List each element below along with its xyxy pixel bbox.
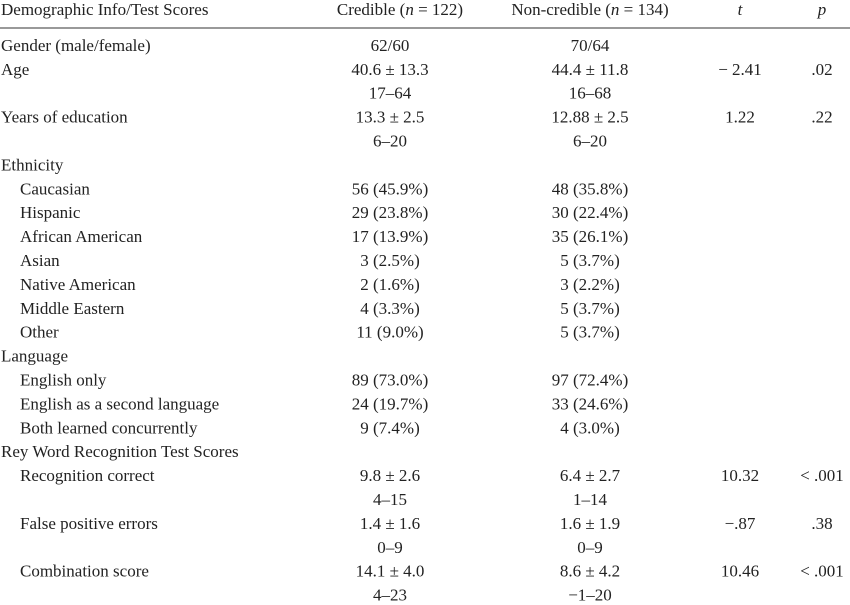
header-text: Credible ( (337, 0, 406, 19)
cell-credible: 2 (1.6%) (360, 275, 419, 294)
cell-p: < .001 (800, 466, 844, 485)
cell-credible: 3 (2.5%) (360, 251, 419, 270)
cell-noncredible: 0–9 (577, 538, 603, 557)
cell-credible: 40.6 ± 13.3 (351, 60, 428, 79)
cell-noncredible: −1–20 (568, 586, 612, 605)
row-label: Ethnicity (1, 155, 64, 174)
cell-credible: 4–15 (373, 490, 407, 509)
row-label: False positive errors (20, 514, 158, 533)
cell-credible: 9 (7.4%) (360, 418, 419, 437)
header-p: p (817, 0, 827, 19)
cell-credible: 6–20 (373, 132, 407, 151)
row-label: English as a second language (20, 394, 219, 413)
row-label: Caucasian (20, 179, 90, 198)
cell-noncredible: 35 (26.1%) (552, 227, 628, 246)
row-label: Language (1, 347, 68, 366)
cell-credible: 1.4 ± 1.6 (360, 514, 420, 533)
row-label: Age (1, 60, 29, 79)
cell-credible: 13.3 ± 2.5 (356, 108, 425, 127)
cell-noncredible: 6–20 (573, 132, 607, 151)
row-label: Gender (male/female) (1, 36, 151, 55)
header-text: = 122) (414, 0, 463, 19)
cell-noncredible: 97 (72.4%) (552, 371, 628, 390)
header-text: n (405, 0, 414, 19)
cell-noncredible: 6.4 ± 2.7 (560, 466, 621, 485)
row-label: Asian (20, 251, 60, 270)
row-label: Middle Eastern (20, 299, 125, 318)
row-label: Other (20, 323, 59, 342)
cell-noncredible: 5 (3.7%) (560, 251, 619, 270)
row-label: Both learned concurrently (20, 418, 198, 437)
cell-noncredible: 16–68 (569, 84, 612, 103)
cell-credible: 62/60 (371, 36, 410, 55)
cell-noncredible: 44.4 ± 11.8 (552, 60, 629, 79)
header-text: Non-credible ( (511, 0, 611, 19)
cell-credible: 29 (23.8%) (352, 203, 428, 222)
cell-t: − 2.41 (718, 60, 762, 79)
row-label: Combination score (20, 562, 149, 581)
row-label: Years of education (1, 108, 128, 127)
cell-credible: 4–23 (373, 586, 407, 605)
cell-t: −.87 (725, 514, 756, 533)
cell-noncredible: 70/64 (571, 36, 610, 55)
row-label: Native American (20, 275, 136, 294)
cell-noncredible: 30 (22.4%) (552, 203, 628, 222)
cell-noncredible: 33 (24.6%) (552, 394, 628, 413)
cell-p: < .001 (800, 562, 844, 581)
cell-credible: 24 (19.7%) (352, 394, 428, 413)
cell-credible: 89 (73.0%) (352, 371, 428, 390)
cell-noncredible: 5 (3.7%) (560, 299, 619, 318)
cell-p: .02 (811, 60, 832, 79)
row-label: Recognition correct (20, 466, 155, 485)
cell-noncredible: 12.88 ± 2.5 (551, 108, 628, 127)
header-credible: Credible (n = 122) (337, 0, 463, 19)
cell-t: 1.22 (725, 108, 755, 127)
cell-t: 10.32 (721, 466, 759, 485)
row-label: African American (20, 227, 143, 246)
header-noncredible: Non-credible (n = 134) (511, 0, 668, 19)
header-t: t (738, 0, 744, 19)
cell-noncredible: 1–14 (573, 490, 608, 509)
cell-credible: 17–64 (369, 84, 412, 103)
row-label: Rey Word Recognition Test Scores (1, 442, 239, 461)
cell-credible: 0–9 (377, 538, 403, 557)
header-text: = 134) (619, 0, 668, 19)
cell-noncredible: 1.6 ± 1.9 (560, 514, 620, 533)
cell-t: 10.46 (721, 562, 759, 581)
row-label: Hispanic (20, 203, 81, 222)
cell-credible: 11 (9.0%) (356, 323, 423, 342)
cell-p: .38 (811, 514, 832, 533)
header-text: n (611, 0, 620, 19)
cell-p: .22 (811, 108, 832, 127)
cell-noncredible: 8.6 ± 4.2 (560, 562, 620, 581)
header-label: Demographic Info/Test Scores (1, 0, 208, 19)
cell-credible: 17 (13.9%) (352, 227, 428, 246)
cell-credible: 14.1 ± 4.0 (356, 562, 425, 581)
cell-credible: 9.8 ± 2.6 (360, 466, 420, 485)
cell-credible: 4 (3.3%) (360, 299, 419, 318)
cell-credible: 56 (45.9%) (352, 179, 428, 198)
cell-noncredible: 3 (2.2%) (560, 275, 619, 294)
cell-noncredible: 48 (35.8%) (552, 179, 628, 198)
cell-noncredible: 5 (3.7%) (560, 323, 619, 342)
row-label: English only (20, 371, 107, 390)
cell-noncredible: 4 (3.0%) (560, 418, 619, 437)
